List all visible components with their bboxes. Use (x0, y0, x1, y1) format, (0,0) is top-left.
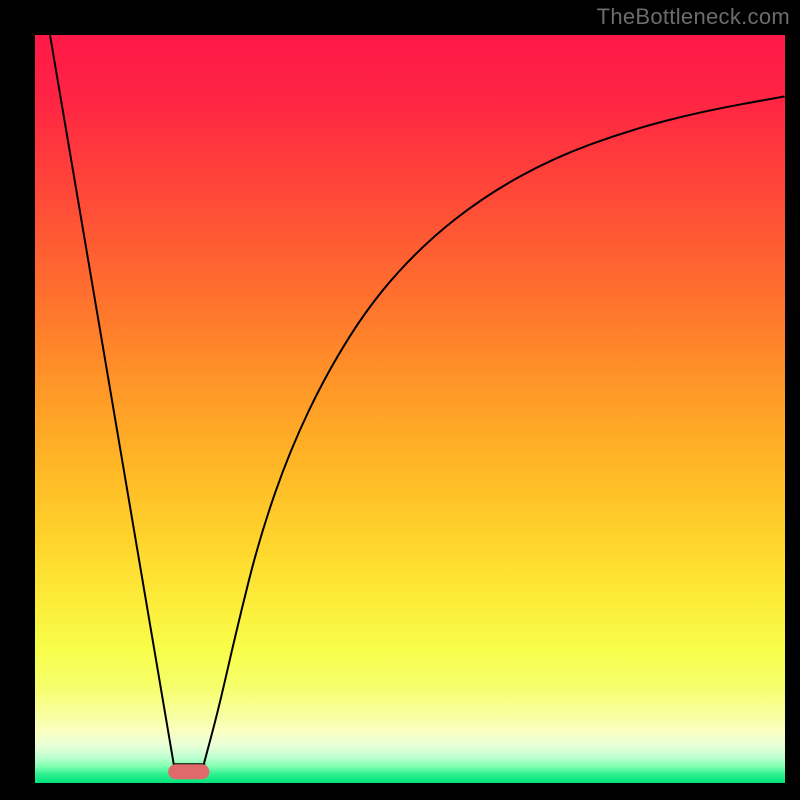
plot-area (35, 35, 785, 783)
optimal-point-marker (168, 764, 209, 779)
bottleneck-curve (35, 35, 785, 783)
watermark-label: TheBottleneck.com (597, 4, 790, 30)
chart-container: TheBottleneck.com (0, 0, 800, 800)
